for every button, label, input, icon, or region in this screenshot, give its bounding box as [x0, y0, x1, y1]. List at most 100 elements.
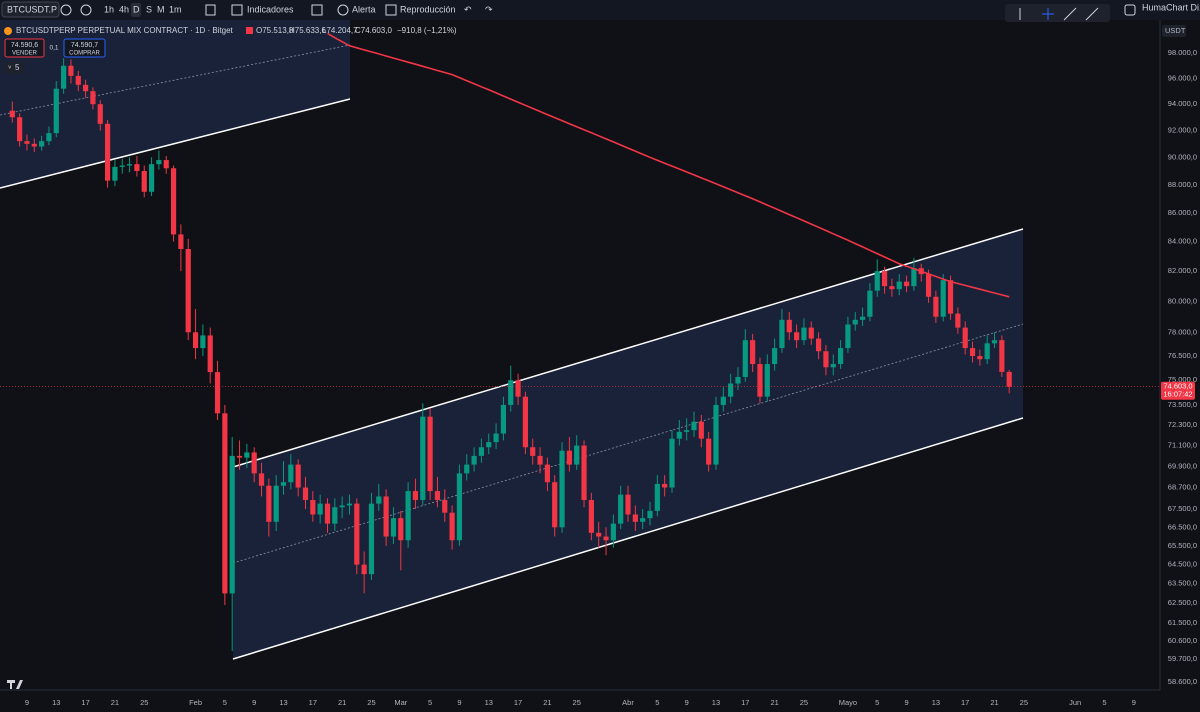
x-tick-label: 5 [1102, 698, 1106, 707]
compare-icon[interactable] [60, 4, 72, 16]
candle-body [955, 313, 961, 328]
alert-icon[interactable] [337, 4, 349, 16]
x-tick-label: 25 [140, 698, 148, 707]
account-icon[interactable] [1124, 4, 1136, 16]
candle-body [405, 491, 411, 541]
candle-body [684, 430, 690, 432]
candle-body [17, 117, 23, 142]
price-axis [1160, 20, 1200, 712]
spread: 0,1 [49, 45, 58, 52]
candle-body [302, 487, 309, 501]
interval[interactable]: S [146, 4, 152, 14]
alert[interactable]: Alerta [352, 4, 376, 14]
x-tick-label: 13 [932, 698, 940, 707]
layouts-icon[interactable] [311, 4, 323, 16]
candle-body [310, 500, 316, 515]
x-tick-label: 21 [770, 698, 778, 707]
x-tick-label: 9 [25, 698, 29, 707]
candle-body [126, 164, 133, 166]
buy-price[interactable]: 74.590,7 [71, 42, 98, 49]
candle-body [515, 380, 521, 397]
currency[interactable]: USDT [1165, 26, 1186, 35]
candle-body [801, 327, 807, 341]
candle-body [464, 464, 470, 474]
candle-body [522, 396, 528, 448]
candle-body [427, 416, 433, 492]
add-icon[interactable] [80, 4, 92, 16]
indicators-icon[interactable] [231, 4, 243, 16]
candle-body [251, 452, 257, 474]
candle-body [603, 536, 609, 541]
candle-body [816, 338, 822, 352]
candle-body [574, 445, 580, 465]
y-tick-label: 72.300,0 [1168, 420, 1197, 429]
x-tick-label: 17 [741, 698, 749, 707]
y-tick-label: 69.900,0 [1168, 461, 1197, 470]
candle-body [53, 88, 59, 134]
redo[interactable]: ↷ [485, 4, 493, 14]
candle-body [434, 491, 441, 501]
candle-body [214, 372, 221, 414]
sell-button[interactable] [4, 38, 45, 58]
legend-open: O75.513,8 [256, 26, 294, 35]
candle-body [925, 274, 932, 297]
candle-body [178, 234, 184, 249]
buy-label[interactable]: COMPRAR [69, 51, 100, 57]
x-tick-label: Mayo [839, 698, 857, 707]
symbol[interactable]: BTCUSDT.P [7, 4, 57, 14]
candle-body [588, 500, 594, 533]
indicators[interactable]: Indicadores [247, 4, 294, 14]
candle-body [786, 319, 792, 333]
candle-body [794, 332, 800, 341]
x-tick-label: 21 [990, 698, 998, 707]
candle-body [691, 421, 697, 431]
interval[interactable]: 4h [119, 4, 129, 14]
trendline-icon[interactable] [1063, 7, 1077, 21]
brush-icon[interactable] [1085, 7, 1099, 21]
x-tick-label: 17 [309, 698, 317, 707]
candle-body [493, 433, 499, 443]
interval[interactable]: M [157, 4, 165, 14]
currency-box[interactable] [1162, 25, 1186, 37]
y-tick-label: 61.500,0 [1168, 618, 1197, 627]
sell-price[interactable]: 74.590,6 [11, 42, 38, 49]
candle-body [559, 450, 565, 528]
candle-body [273, 485, 279, 522]
x-tick-label: 13 [279, 698, 287, 707]
legend-close: C74.603,0 [355, 26, 392, 35]
interval[interactable]: 1m [169, 4, 182, 14]
layers-chevron[interactable]: ˅ [8, 66, 12, 72]
candle-body [317, 503, 323, 515]
chart-type-icon[interactable] [205, 4, 216, 16]
candle-body [889, 286, 895, 290]
buy-button[interactable] [63, 38, 106, 58]
replay[interactable]: Reproducción [400, 4, 456, 14]
candle-body [962, 327, 968, 349]
sell-label[interactable]: VENDER [12, 51, 38, 57]
channel-midline [0, 44, 351, 116]
logo [7, 680, 23, 689]
interval[interactable]: D [133, 4, 140, 14]
symbol-search[interactable] [1, 1, 60, 18]
legend-high: H75.633,6 [289, 26, 326, 35]
undo[interactable]: ↶ [464, 4, 472, 14]
candle-body [676, 431, 682, 439]
candle-body [280, 482, 287, 486]
candle-body [742, 340, 748, 377]
candle-body [412, 491, 419, 501]
candle-body [581, 445, 587, 501]
x-tick-label: 13 [52, 698, 60, 707]
channel-line [0, 98, 351, 189]
x-tick-label: 13 [712, 698, 720, 707]
layers-count[interactable]: 5 [15, 63, 20, 72]
last-price-tag [1161, 381, 1195, 400]
candle-body [1006, 371, 1012, 387]
layers-toggle[interactable] [4, 62, 24, 74]
y-tick-label: 78.000,0 [1168, 327, 1197, 336]
interval[interactable]: 1h [104, 4, 114, 14]
candle-body [354, 503, 360, 565]
replay-icon[interactable] [385, 4, 397, 16]
x-tick-label: 21 [338, 698, 346, 707]
account[interactable]: HumaChart Di... [1142, 2, 1200, 12]
candle-body [947, 280, 954, 314]
